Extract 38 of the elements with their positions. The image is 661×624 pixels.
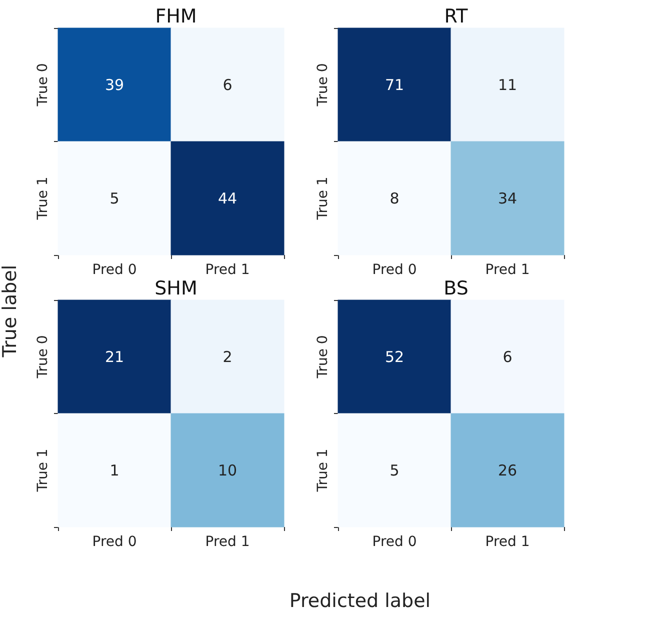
data-label: 71: [384, 76, 404, 94]
y-tick-label: True 0: [35, 63, 51, 108]
x-tick-label: Pred 1: [485, 262, 530, 278]
data-label: 26: [498, 461, 518, 480]
data-label: 44: [218, 189, 238, 208]
data-label: 10: [218, 461, 238, 480]
x-tick-label: Pred 0: [92, 534, 137, 550]
y-tick-label: True 0: [315, 335, 331, 380]
data-label: 21: [104, 348, 124, 366]
y-tick-label: True 0: [35, 335, 51, 380]
x-tick-label: Pred 1: [205, 262, 250, 278]
chart-title: FHM: [155, 6, 197, 28]
x-tick-label: Pred 0: [372, 534, 417, 550]
data-label: 6: [502, 348, 512, 366]
x-tick-label: Pred 1: [205, 534, 250, 550]
data-label: 34: [498, 189, 518, 208]
data-label: 5: [110, 189, 120, 208]
chart-title: SHM: [154, 278, 198, 300]
data-label: 5: [390, 461, 400, 480]
data-label: 52: [384, 348, 404, 366]
y-tick-label: True 1: [35, 448, 51, 493]
x-tick-label: Pred 0: [372, 262, 417, 278]
data-label: 2: [222, 348, 232, 366]
data-label: 8: [390, 189, 400, 208]
data-label: 11: [498, 76, 518, 94]
y-tick-label: True 1: [35, 176, 51, 221]
y-tick-label: True 0: [315, 63, 331, 108]
data-label: 6: [222, 76, 232, 94]
x-tick-label: Pred 0: [92, 262, 137, 278]
chart-title: BS: [444, 278, 468, 300]
data-label: 39: [104, 76, 124, 94]
x-tick-label: Pred 1: [485, 534, 530, 550]
chart-title: RT: [444, 6, 468, 28]
y-tick-label: True 1: [315, 176, 331, 221]
y-axis-title: True label: [0, 264, 21, 360]
y-tick-label: True 1: [315, 448, 331, 493]
x-axis-title: Predicted label: [288, 590, 432, 612]
data-label: 1: [110, 461, 120, 480]
